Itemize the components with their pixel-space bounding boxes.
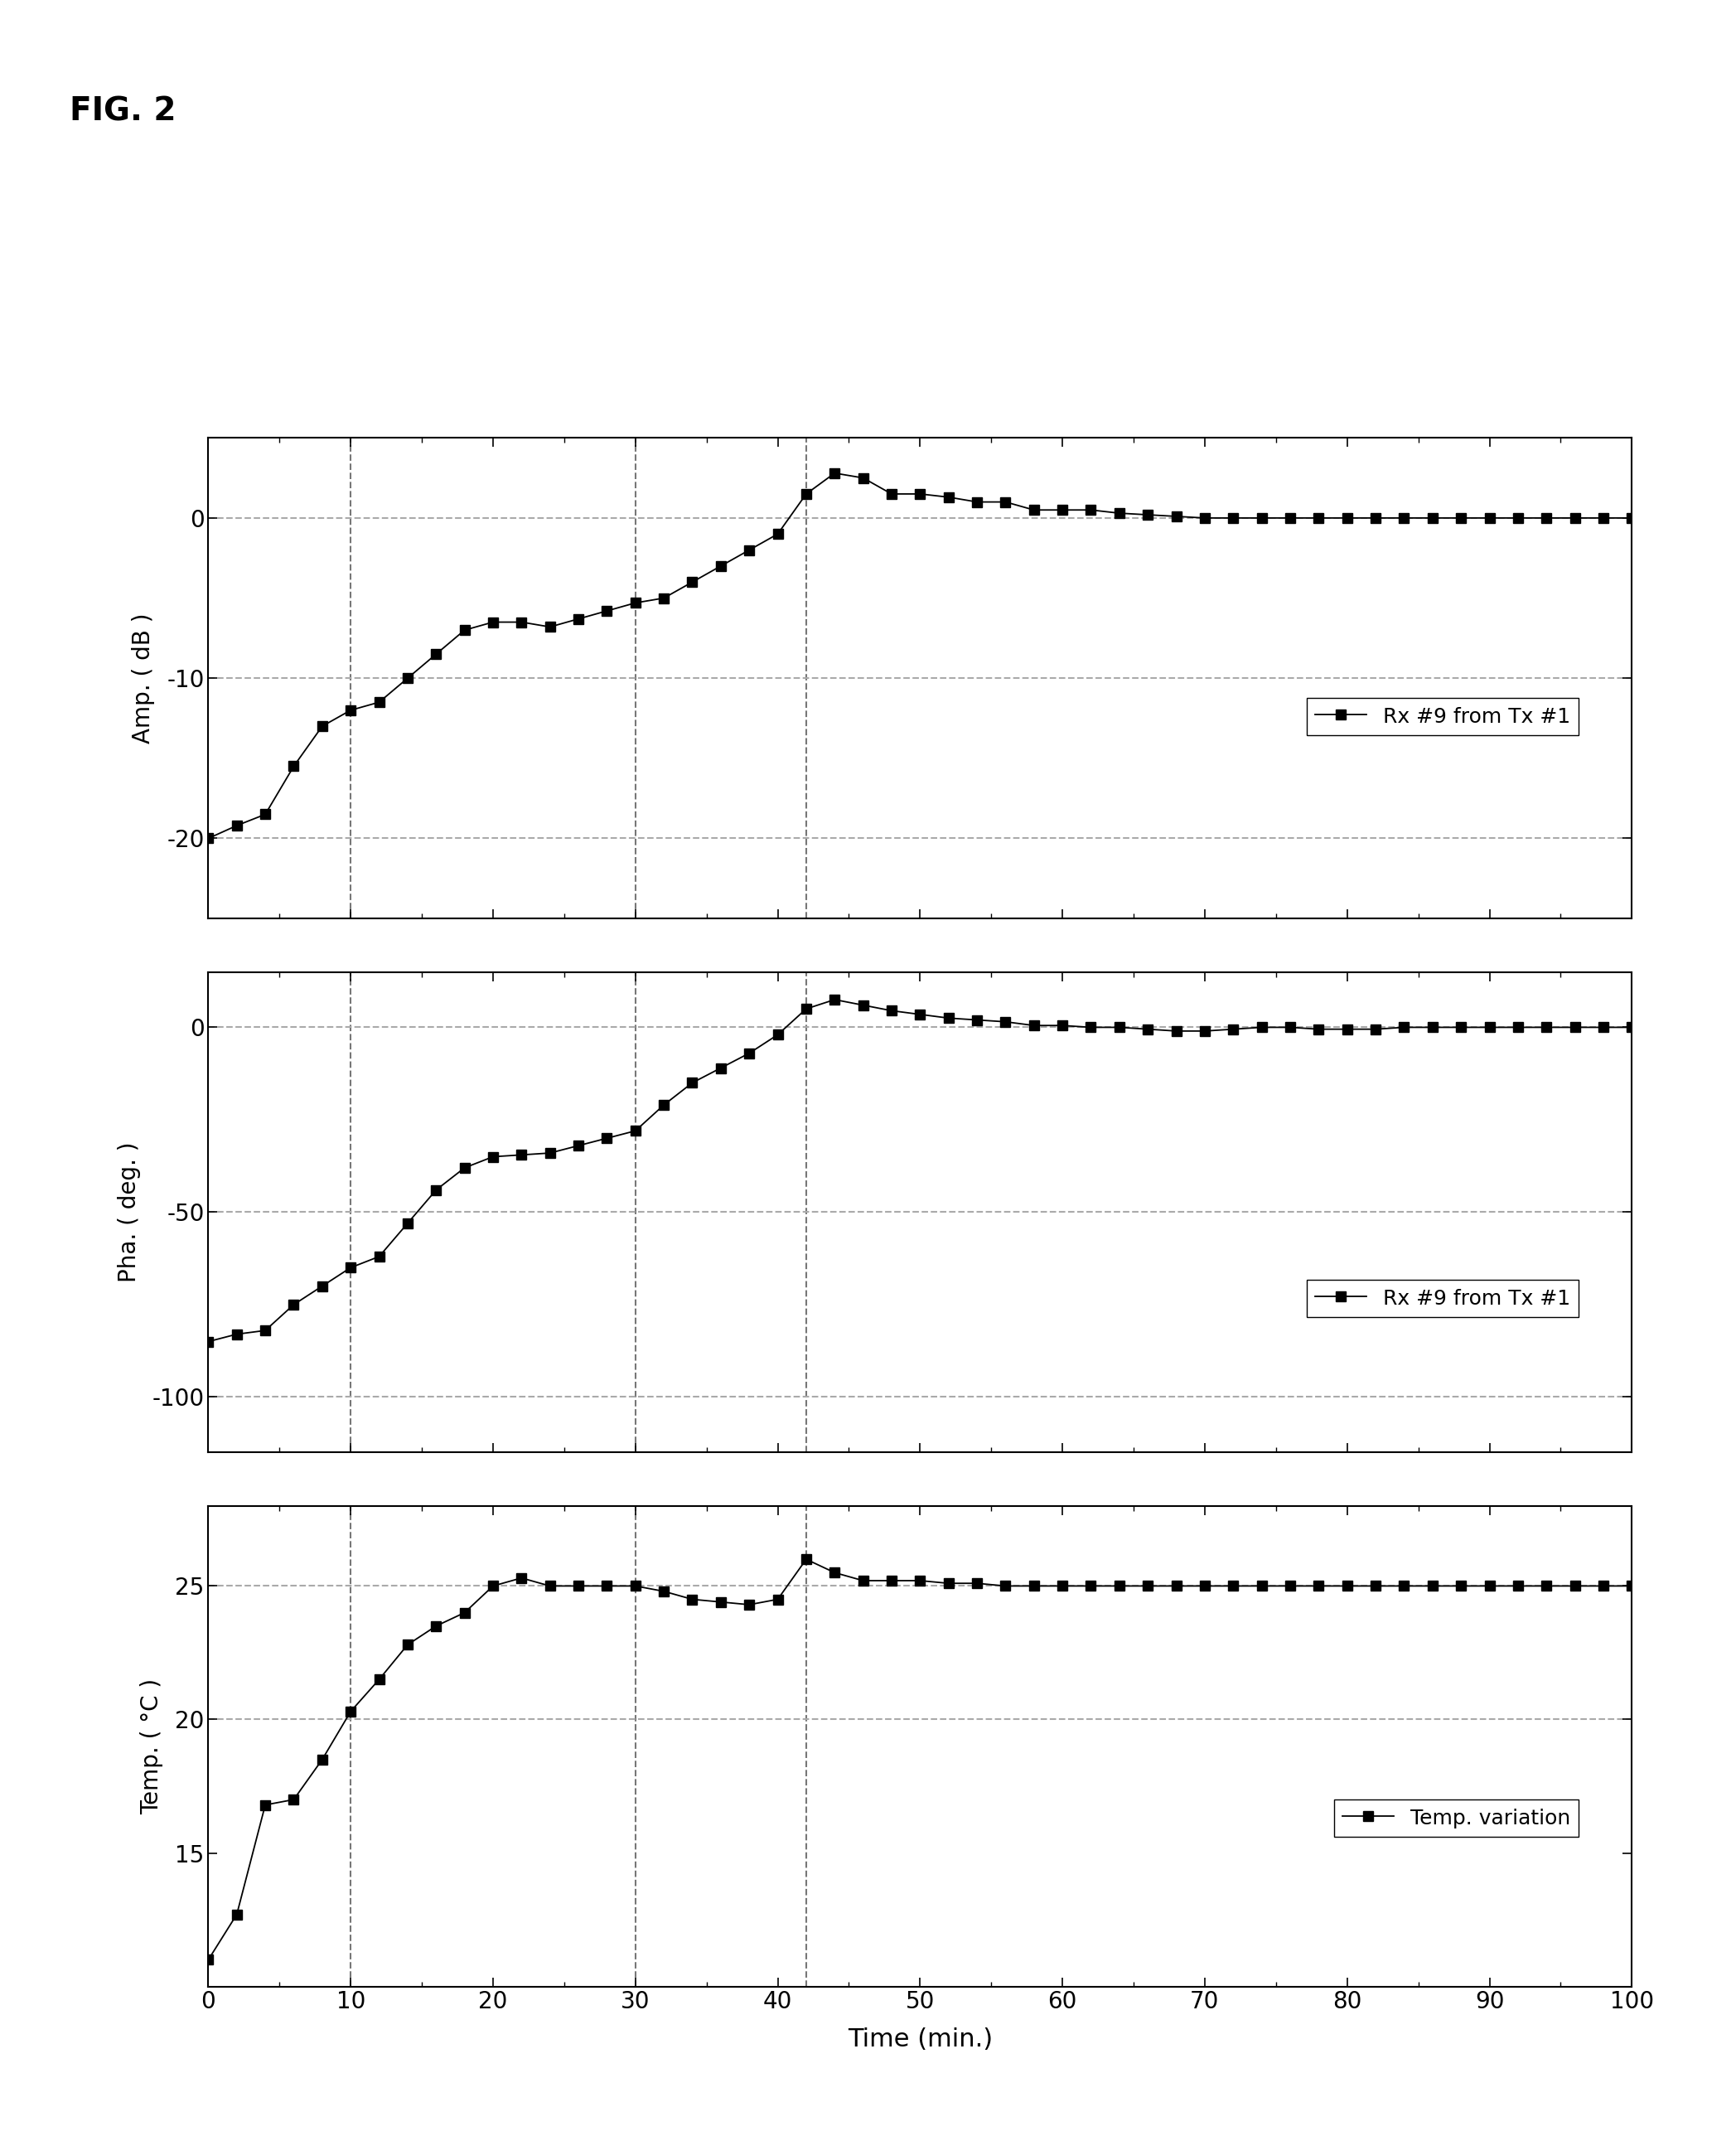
- Legend: Rx #9 from Tx #1: Rx #9 from Tx #1: [1307, 1279, 1578, 1318]
- Y-axis label: Pha. ( deg. ): Pha. ( deg. ): [118, 1143, 141, 1282]
- Y-axis label: Temp. ( °C ): Temp. ( °C ): [141, 1679, 163, 1813]
- Text: FIG. 2: FIG. 2: [69, 96, 175, 128]
- X-axis label: Time (min.): Time (min.): [847, 2027, 993, 2051]
- Legend: Rx #9 from Tx #1: Rx #9 from Tx #1: [1307, 698, 1578, 735]
- Legend: Temp. variation: Temp. variation: [1333, 1801, 1578, 1837]
- Y-axis label: Amp. ( dB ): Amp. ( dB ): [132, 613, 155, 743]
